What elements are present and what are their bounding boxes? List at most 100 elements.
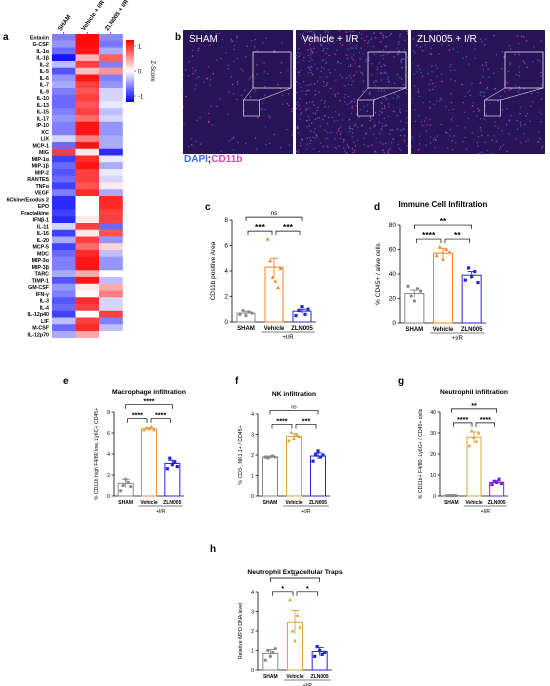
heatmap-cell [99,229,123,237]
microscopy-signal [295,68,297,70]
microscopy-signal [269,117,271,119]
data-point [473,269,477,274]
microscopy-signal [296,127,298,129]
microscopy-signal [326,47,329,50]
data-point [263,455,267,459]
microscopy-signal [429,107,431,109]
data-point [445,493,449,498]
microscopy-signal [382,49,385,51]
microscopy-signal [501,130,503,132]
microscopy-signal [295,91,298,94]
microscopy-signal [465,148,468,151]
microscopy-signal [314,128,316,130]
microscopy-signal [472,110,475,113]
microscopy-signal [334,138,336,140]
microscopy-signal [297,71,299,73]
microscopy-signal [334,146,336,149]
microscopy-signal [183,73,185,76]
microscopy-signal [385,124,388,126]
significance-label: *** [302,416,311,425]
microscopy-signal [311,101,314,103]
microscopy-signal [498,148,501,150]
microscopy-signal [353,101,356,103]
microscopy-signal [399,35,401,37]
microscopy-signal [367,40,370,42]
microscopy-signal [379,72,382,74]
heatmap-row-label: IL-7 [40,83,49,89]
microscopy-signal [540,98,543,100]
y-tick-label: 4 [251,412,254,418]
microscopy-signal [389,129,392,131]
heatmap-row-label: M-CSF [32,326,50,332]
microscopy-signal [333,42,335,44]
bar-charts: 0 2 4 6 8 CD11b positive Area SHAM Vehicle ZLN00… [94,200,508,686]
microscopy-signal [413,52,416,54]
y-tick-label: 4 [251,590,254,596]
microscopy-signal [480,151,483,153]
microscopy-signal [346,144,349,146]
microscopy-signal [319,125,321,127]
heatmap-cell [99,155,123,163]
microscopy-signal [527,139,529,141]
microscopy-signal [297,149,300,152]
microscopy-signal [383,89,386,92]
heatmap-cell [99,142,123,150]
microscopy-signal [353,98,356,100]
data-point [290,629,295,633]
microscopy-signal [413,85,416,87]
microscopy-signal [448,44,450,47]
microscopy-signal [314,118,317,120]
microscopy-signal [268,115,270,117]
group-label: +I/R [282,335,294,341]
microscopy-signal [324,138,327,140]
microscopy-signal [392,110,395,112]
microscopy-image [411,30,545,154]
microscopy-signal [453,135,455,137]
microscopy-signal [314,63,316,65]
microscopy-signal [213,29,215,31]
data-point [173,460,177,464]
microscopy-signal [441,80,443,83]
microscopy-signal [327,146,329,149]
microscopy-signal [366,110,369,112]
microscopy-signal [341,119,344,121]
microscopy-signal [282,103,284,106]
microscopy-signal [218,32,221,35]
microscopy-signal [508,120,511,122]
y-tick-label: 6 [224,243,228,250]
microscopy-signal [486,149,488,152]
microscopy-signal [309,69,312,72]
heatmap-row-label: IL-1α [36,49,49,55]
heatmap-row-label: IL-13 [37,103,49,109]
heatmap-row-label: VEGF [35,191,50,197]
microscopy-signal [227,64,229,66]
microscopy-signal [446,132,448,134]
heatmap-column-label: Vehicle + I/R [81,0,106,32]
microscopy-signal [298,104,300,107]
significance-label: **** [143,397,154,406]
microscopy-signal [398,96,401,99]
chart-e: Macrophage infiltration 0 2 4 6 8 % CD11b high… [94,389,186,515]
microscopy-signal [493,135,495,137]
data-point [463,278,467,282]
microscopy-signal [400,149,402,151]
microscopy-signal [365,133,367,135]
microscopy-signal [324,31,327,34]
microscopy-signal [474,48,476,50]
microscopy-signal [334,93,336,96]
heatmap-row-label: 6Ckine/Exodus 2 [7,197,49,203]
microscopy-signal [232,93,235,95]
microscopy-signal [425,130,428,132]
microscopy-signal [450,119,453,121]
microscopy-signal [273,50,276,52]
microscopy-signal [336,132,338,134]
microscopy-signal [493,34,495,37]
microscopy-signal [185,95,187,98]
microscopy-signal [508,133,510,135]
microscopy-signal [479,94,481,96]
heatmap-row-label: IL-2 [40,62,49,68]
microscopy-signal [484,38,487,40]
microscopy-signal [509,64,511,66]
microscopy-signal [351,128,354,130]
